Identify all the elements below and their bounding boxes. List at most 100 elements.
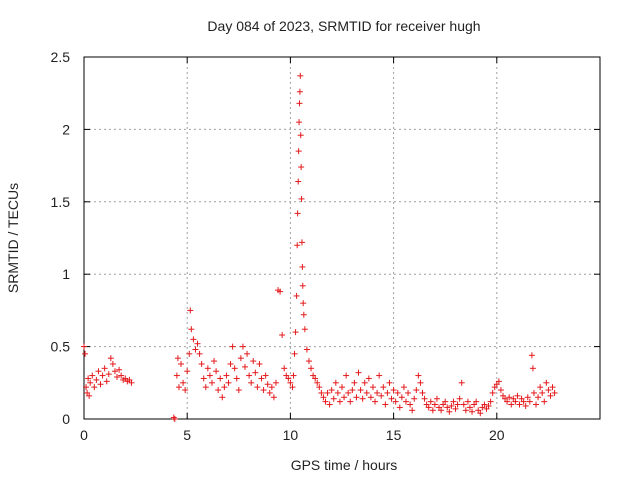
data-point xyxy=(227,360,234,367)
data-point xyxy=(446,408,453,415)
data-point xyxy=(508,401,515,408)
data-point xyxy=(219,394,226,401)
data-point xyxy=(549,384,556,391)
data-point xyxy=(386,379,393,386)
y-tick-label: 1.5 xyxy=(51,194,71,210)
data-point xyxy=(299,282,306,289)
data-point xyxy=(537,384,544,391)
data-point xyxy=(266,389,273,396)
data-point xyxy=(452,405,459,412)
data-point xyxy=(285,375,292,382)
data-point xyxy=(522,402,529,409)
x-tick-label: 5 xyxy=(183,427,191,443)
data-point xyxy=(173,372,180,379)
data-point xyxy=(431,401,438,408)
data-point xyxy=(547,392,554,399)
data-point xyxy=(355,369,362,376)
data-point xyxy=(270,394,277,401)
data-point xyxy=(415,372,422,379)
data-point xyxy=(347,398,354,405)
data-point xyxy=(341,394,348,401)
data-point xyxy=(182,387,189,394)
data-point xyxy=(235,387,242,394)
data-point xyxy=(294,242,301,249)
data-point xyxy=(458,379,465,386)
data-point xyxy=(111,368,118,375)
data-point xyxy=(174,355,181,362)
data-point xyxy=(400,384,407,391)
data-point xyxy=(462,407,469,414)
data-point xyxy=(229,343,236,350)
data-point xyxy=(107,355,114,362)
data-point xyxy=(477,410,484,417)
data-point xyxy=(239,343,246,350)
data-point xyxy=(105,371,112,378)
data-point xyxy=(187,307,194,314)
data-point xyxy=(170,414,177,421)
data-point xyxy=(382,401,389,408)
data-point xyxy=(535,394,542,401)
data-point xyxy=(361,379,368,386)
data-point xyxy=(473,398,480,405)
data-point xyxy=(256,360,263,367)
data-point xyxy=(357,387,364,394)
data-point xyxy=(114,374,121,381)
data-point xyxy=(444,404,451,411)
data-point xyxy=(380,384,387,391)
data-point xyxy=(528,352,535,359)
data-point xyxy=(365,375,372,382)
data-point xyxy=(178,360,185,367)
data-point xyxy=(394,389,401,396)
data-point xyxy=(128,379,135,386)
data-point xyxy=(109,360,116,367)
data-point xyxy=(388,395,395,402)
data-point xyxy=(296,100,303,107)
data-point xyxy=(254,384,261,391)
data-point xyxy=(93,376,100,383)
data-point xyxy=(533,401,540,408)
data-point xyxy=(305,358,312,365)
data-point xyxy=(97,381,104,388)
data-point xyxy=(336,398,343,405)
data-point xyxy=(308,365,315,372)
data-point xyxy=(206,372,213,379)
data-point xyxy=(237,355,244,362)
data-point xyxy=(293,292,300,299)
data-point xyxy=(419,389,426,396)
data-point xyxy=(217,375,224,382)
data-point xyxy=(262,372,269,379)
data-point xyxy=(200,375,207,382)
data-point xyxy=(248,379,255,386)
data-point xyxy=(294,210,301,217)
data-point xyxy=(82,350,89,357)
data-point xyxy=(539,389,546,396)
data-point xyxy=(378,392,385,399)
data-point xyxy=(87,379,94,386)
axis-ticks xyxy=(83,56,600,420)
data-point xyxy=(272,379,279,386)
data-point xyxy=(345,389,352,396)
data-point xyxy=(312,375,319,382)
data-point xyxy=(396,404,403,411)
data-point xyxy=(524,394,531,401)
data-point xyxy=(469,408,476,415)
data-point xyxy=(258,375,265,382)
data-point xyxy=(303,346,310,353)
data-point xyxy=(485,402,492,409)
data-point xyxy=(314,379,321,386)
data-point xyxy=(297,72,304,79)
data-point xyxy=(221,384,228,391)
data-point xyxy=(384,389,391,396)
data-point xyxy=(529,365,536,372)
data-point xyxy=(244,350,251,357)
data-point xyxy=(118,372,125,379)
data-point xyxy=(411,395,418,402)
data-point xyxy=(497,387,504,394)
data-point xyxy=(225,379,232,386)
data-point xyxy=(204,365,211,372)
data-point xyxy=(300,300,307,307)
data-point xyxy=(334,389,341,396)
data-point xyxy=(421,395,428,402)
data-point xyxy=(296,119,303,126)
data-point xyxy=(103,378,110,385)
